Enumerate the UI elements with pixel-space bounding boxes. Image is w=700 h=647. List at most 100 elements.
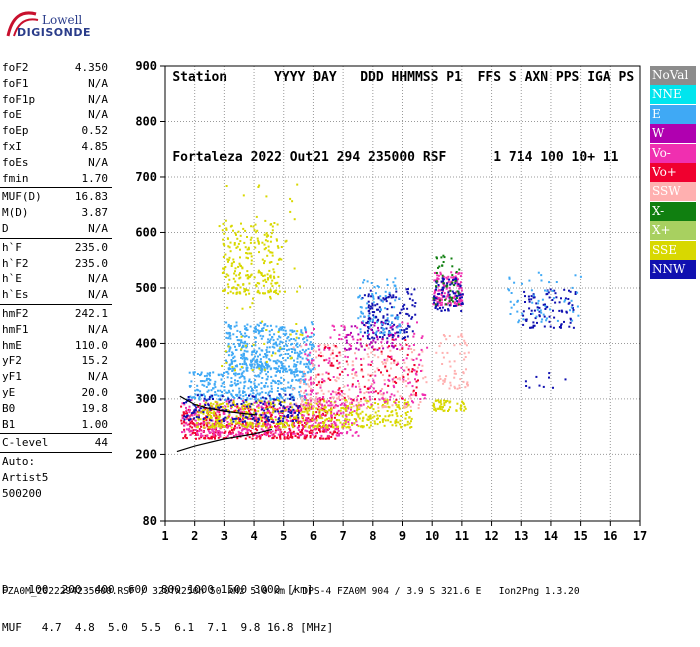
echo-point <box>200 380 203 383</box>
echo-point <box>236 426 239 429</box>
x-tick-label: 12 <box>484 529 498 543</box>
echo-point <box>279 411 282 413</box>
param-row: foEs N/A <box>0 155 112 171</box>
echo-point <box>183 430 186 433</box>
echo-point <box>274 398 277 401</box>
echo-point <box>536 308 539 311</box>
echo-point <box>243 241 246 244</box>
echo-point <box>276 239 278 242</box>
echo-point <box>232 428 235 431</box>
echo-point <box>224 405 227 408</box>
echo-point <box>295 364 298 366</box>
echo-point <box>358 406 360 409</box>
param-row: B1 1.00 <box>0 417 112 433</box>
echo-point <box>285 332 288 335</box>
echo-point <box>264 391 267 394</box>
echo-point <box>373 337 376 340</box>
echo-point <box>358 294 361 297</box>
echo-point <box>383 331 386 334</box>
echo-point <box>242 428 244 431</box>
echo-point <box>449 283 452 286</box>
echo-point <box>266 375 269 378</box>
echo-point <box>349 333 351 336</box>
echo-point <box>332 376 335 378</box>
echo-point <box>310 321 313 324</box>
echo-point <box>571 319 574 322</box>
echo-point <box>212 403 215 406</box>
echo-point <box>301 348 304 351</box>
param-row: h`F2 235.0 <box>0 256 112 272</box>
echo-point <box>544 289 546 292</box>
echo-point <box>205 423 208 426</box>
echo-point <box>252 357 255 360</box>
echo-point <box>331 433 334 436</box>
echo-point <box>287 336 290 338</box>
echo-point <box>223 232 226 235</box>
param-value: 0.52 <box>81 124 109 138</box>
echo-point <box>254 398 256 401</box>
echo-point <box>518 319 521 322</box>
echo-point <box>260 400 263 403</box>
echo-point <box>381 338 384 341</box>
echo-point <box>232 401 235 404</box>
echo-point <box>397 331 400 334</box>
echo-point <box>290 403 293 406</box>
echo-point <box>403 402 406 404</box>
echo-point <box>333 329 336 331</box>
echo-point <box>246 323 249 326</box>
echo-point <box>331 349 334 352</box>
echo-point <box>460 303 463 305</box>
echo-point <box>212 434 215 437</box>
echo-point <box>366 329 369 332</box>
echo-point <box>295 416 297 419</box>
echo-point <box>246 432 249 435</box>
echo-point <box>279 401 282 404</box>
echo-point <box>438 292 441 295</box>
echo-point <box>369 319 371 322</box>
echo-point <box>266 411 269 414</box>
echo-point <box>238 424 241 427</box>
echo-point <box>334 400 337 403</box>
echo-point <box>218 406 221 409</box>
echo-point <box>239 368 242 371</box>
echo-point <box>453 360 456 363</box>
echo-point <box>282 407 285 410</box>
echo-point <box>258 292 261 295</box>
echo-point <box>284 367 287 370</box>
echo-point <box>283 436 286 439</box>
echo-point <box>305 357 308 360</box>
echo-point <box>310 399 313 402</box>
echo-point <box>345 334 348 336</box>
echo-point <box>255 215 258 218</box>
echo-point <box>245 431 247 434</box>
echo-point <box>438 300 441 303</box>
echo-point <box>215 428 217 431</box>
echo-point <box>215 427 218 430</box>
echo-point <box>266 341 269 344</box>
echo-point <box>199 418 202 421</box>
echo-point <box>328 360 331 363</box>
echo-point <box>289 396 292 399</box>
echo-point <box>536 321 538 324</box>
echo-point <box>569 309 571 312</box>
echo-point <box>441 274 444 277</box>
echo-point <box>304 353 307 356</box>
echo-point <box>305 399 308 402</box>
param-value: 235.0 <box>74 256 108 270</box>
echo-point <box>261 391 264 394</box>
echo-point <box>456 402 459 405</box>
echo-point <box>367 306 370 309</box>
echo-point <box>438 406 441 409</box>
echo-point <box>358 404 361 407</box>
echo-point <box>299 412 302 415</box>
echo-point <box>450 257 453 260</box>
echo-point <box>239 292 242 295</box>
echo-point <box>345 405 348 408</box>
echo-point <box>532 326 535 329</box>
echo-point <box>387 296 390 299</box>
echo-point <box>271 379 274 382</box>
y-tick-label: 400 <box>135 336 157 350</box>
echo-point <box>241 411 244 414</box>
echo-point <box>200 394 203 397</box>
echo-point <box>312 412 315 415</box>
